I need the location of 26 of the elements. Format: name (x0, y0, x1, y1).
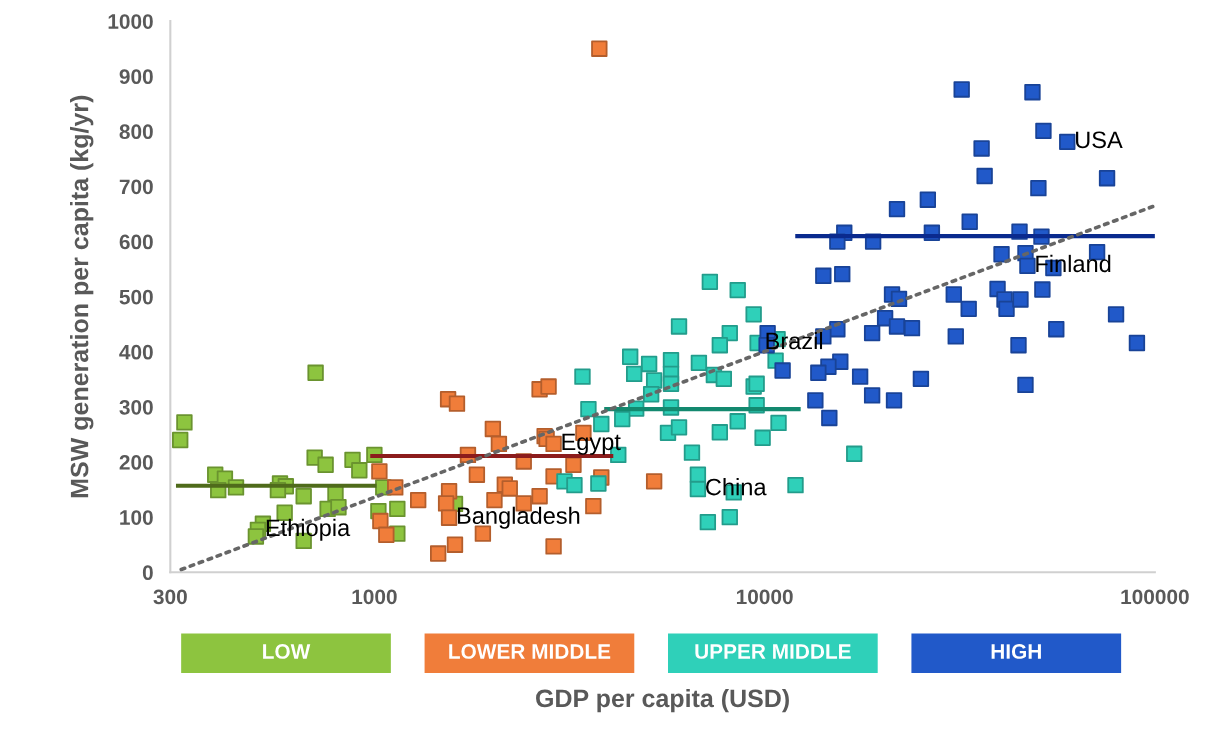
y-tick-label: 900 (119, 69, 153, 85)
y-axis-title: MSW generation per capita (kg/yr) (70, 95, 94, 498)
annotation: Bangladesh (457, 506, 580, 529)
annotation: Brazil (766, 331, 823, 350)
y-tick-label: 400 (119, 344, 153, 360)
y-tick-label: 0 (142, 565, 153, 581)
text: LOWER MIDDLE (449, 644, 611, 659)
y-tick-label: 300 (119, 399, 153, 415)
y-tick-label: 500 (119, 289, 153, 305)
y-tick-label: 800 (119, 124, 153, 140)
x-tick-label: 100000 (1121, 589, 1189, 605)
annotation: USA (1076, 131, 1123, 149)
x-axis-title: GDP per capita (USD) (536, 688, 789, 713)
x-tick-label: 1000 (352, 589, 397, 605)
annotation: Egypt (562, 433, 621, 455)
y-tick-label: 200 (119, 455, 153, 470)
annotation: China (706, 478, 767, 496)
y-tick-label: 100 (120, 510, 153, 525)
text: HIGH (991, 644, 1041, 659)
y-tick-label: 700 (119, 179, 153, 195)
x-tick-label: 300 (153, 589, 187, 605)
y-tick-label: 1000 (108, 14, 153, 29)
text: UPPER MIDDLE (695, 644, 851, 659)
y-tick-label: 600 (119, 234, 153, 250)
x-tick-label: 10000 (736, 589, 793, 605)
text: LOW (263, 644, 311, 659)
